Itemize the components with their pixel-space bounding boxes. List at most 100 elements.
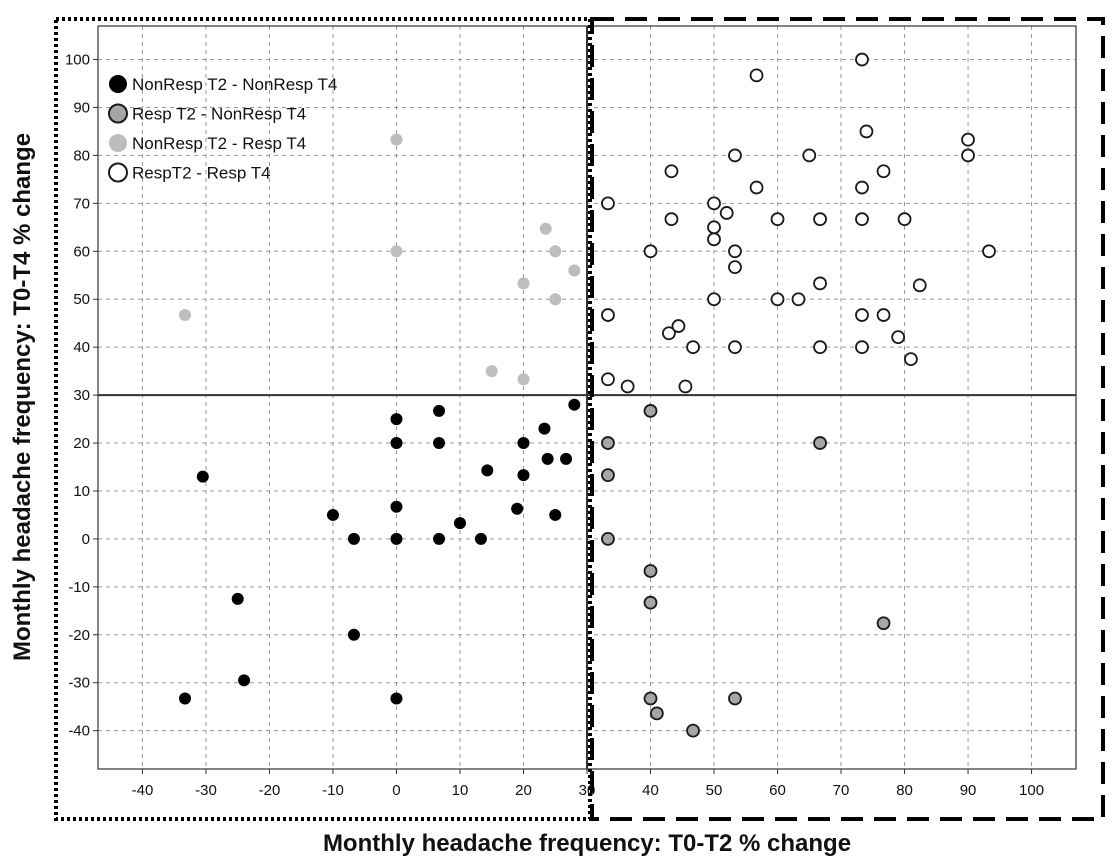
data-points xyxy=(179,52,996,738)
data-point-series-4 xyxy=(813,212,827,227)
data-point-series-1 xyxy=(347,532,360,545)
y-tick-label: 90 xyxy=(73,99,90,116)
data-point-series-4 xyxy=(728,244,742,259)
data-point-series-1 xyxy=(517,437,530,450)
y-axis-title: Monthly headache frequency: T0-T4 % chan… xyxy=(9,133,36,661)
data-point-series-4 xyxy=(662,326,676,341)
data-point-series-1 xyxy=(474,532,487,545)
data-point-series-4 xyxy=(982,244,996,259)
data-point-series-4 xyxy=(707,292,721,307)
data-point-series-1 xyxy=(560,452,573,465)
data-point-series-4 xyxy=(601,196,615,211)
x-tick-label: -30 xyxy=(195,782,217,799)
y-tick-label: -30 xyxy=(68,675,90,692)
data-point-series-4 xyxy=(770,292,785,307)
y-tick-label: -10 xyxy=(68,579,90,596)
y-tick-label: 40 xyxy=(73,339,90,356)
data-point-series-4 xyxy=(664,212,679,227)
data-point-series-4 xyxy=(855,180,869,195)
data-point-series-4 xyxy=(876,164,891,179)
data-point-series-1 xyxy=(179,692,192,705)
data-point-series-4 xyxy=(897,212,912,227)
reference-lines xyxy=(98,26,1076,769)
y-tick-label: 60 xyxy=(73,243,90,260)
legend-marker xyxy=(108,162,128,183)
legend-label: NonResp T2 - NonResp T4 xyxy=(132,75,337,94)
legend-marker xyxy=(109,134,127,152)
data-point-series-1 xyxy=(390,692,403,705)
data-point-series-2 xyxy=(643,404,658,418)
data-point-series-4 xyxy=(859,124,874,139)
data-point-series-1 xyxy=(517,469,530,482)
legend-label: RespT2 - Resp T4 xyxy=(132,164,271,183)
data-point-series-1 xyxy=(568,398,581,411)
data-point-series-4 xyxy=(643,244,658,259)
data-point-series-2 xyxy=(601,436,615,450)
data-point-series-4 xyxy=(813,340,827,355)
x-tick-label: 80 xyxy=(896,782,913,799)
legend-marker xyxy=(109,75,127,93)
data-point-series-1 xyxy=(481,464,494,477)
data-point-series-4 xyxy=(961,132,975,147)
data-point-series-3 xyxy=(549,245,562,258)
x-tick-label: 100 xyxy=(1019,782,1044,799)
y-tick-label: 100 xyxy=(65,52,90,69)
y-tick-label: -20 xyxy=(68,627,90,644)
y-tick-label: 80 xyxy=(73,147,90,164)
data-point-series-4 xyxy=(671,319,686,333)
data-point-series-4 xyxy=(912,278,927,293)
data-point-series-1 xyxy=(390,413,403,426)
data-point-series-4 xyxy=(686,340,700,355)
data-point-series-4 xyxy=(719,206,734,220)
data-point-series-1 xyxy=(326,508,339,521)
y-tick-label: 50 xyxy=(73,291,90,308)
data-point-series-4 xyxy=(891,330,906,345)
data-point-series-2 xyxy=(813,436,827,450)
data-point-series-2 xyxy=(728,691,742,706)
x-tick-label: 50 xyxy=(706,782,723,799)
y-tick-label: 70 xyxy=(73,195,90,212)
data-point-series-3 xyxy=(568,264,581,277)
data-point-series-2 xyxy=(686,723,700,738)
data-point-series-2 xyxy=(601,532,615,546)
data-point-series-4 xyxy=(961,148,975,163)
data-point-series-4 xyxy=(855,308,869,322)
tick-labels: -40 -30 -20 -10 0 10 20 30 40 50 60 70 80 90 100-40-30… xyxy=(65,52,1044,799)
x-tick-label: -40 xyxy=(132,782,154,799)
data-point-series-4 xyxy=(728,340,742,355)
x-tick-label: -10 xyxy=(322,782,344,799)
data-point-series-2 xyxy=(876,616,891,631)
x-tick-label: -20 xyxy=(259,782,281,799)
data-point-series-3 xyxy=(517,373,530,386)
data-point-series-3 xyxy=(179,309,192,322)
data-point-series-1 xyxy=(390,437,403,450)
data-point-series-3 xyxy=(485,365,498,378)
data-point-series-1 xyxy=(549,508,562,521)
data-point-series-1 xyxy=(390,532,403,545)
data-point-series-1 xyxy=(538,422,551,435)
data-point-series-1 xyxy=(541,452,554,465)
data-point-series-4 xyxy=(707,232,721,247)
data-point-series-1 xyxy=(433,404,446,417)
x-tick-label: 0 xyxy=(392,782,400,799)
data-point-series-4 xyxy=(770,212,785,227)
data-point-series-2 xyxy=(643,595,658,610)
x-tick-label: 70 xyxy=(833,782,850,799)
data-point-series-4 xyxy=(664,164,679,179)
resp-t2-quadrant-box xyxy=(590,17,1105,821)
legend-label: NonResp T2 - Resp T4 xyxy=(132,134,306,153)
data-point-series-3 xyxy=(390,133,403,146)
x-tick-label: 20 xyxy=(515,782,532,799)
data-point-series-3 xyxy=(517,277,530,290)
data-point-series-3 xyxy=(539,222,552,235)
data-point-series-4 xyxy=(876,308,891,322)
data-point-series-1 xyxy=(196,470,209,483)
data-point-series-1 xyxy=(511,502,524,515)
data-point-series-4 xyxy=(601,308,615,322)
data-point-series-4 xyxy=(620,379,635,394)
data-point-series-1 xyxy=(238,674,251,687)
data-point-series-4 xyxy=(601,372,615,387)
data-point-series-1 xyxy=(390,500,403,513)
data-point-series-4 xyxy=(749,68,764,83)
